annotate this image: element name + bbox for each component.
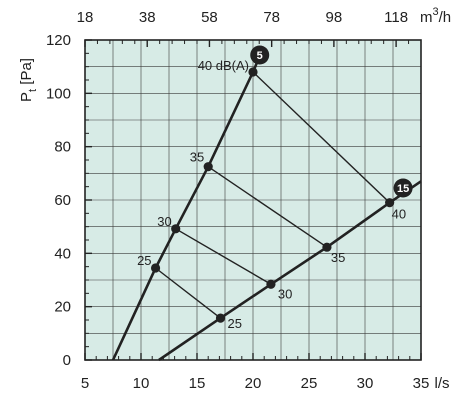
top-tick-label: 118 (384, 9, 408, 26)
top-axis-unit-sup: 3 (433, 6, 439, 18)
top-tick-label: 38 (139, 9, 156, 26)
curve-badge-label: 15 (397, 183, 409, 195)
sound-level-points (150, 67, 395, 323)
x-tick-label: 10 (133, 375, 150, 392)
connector-line (175, 228, 272, 285)
curve-5-point-label: 30 (157, 214, 171, 229)
y-axis-label-base: P (18, 92, 35, 102)
y-axis-label-tail: [Pa] (18, 58, 35, 89)
y-tick-label: 80 (54, 139, 71, 156)
curve-15-point-label: 25 (228, 316, 242, 331)
x-tick-label: 30 (357, 375, 374, 392)
curve-badge-15 (393, 178, 413, 198)
curve-5-point (248, 67, 258, 77)
connector-line (155, 267, 221, 319)
connector-line (207, 166, 328, 248)
sound-level-connectors (155, 71, 391, 319)
y-tick-label: 100 (46, 85, 71, 102)
y-tick-label: 120 (46, 32, 71, 49)
axis-tick-labels: 5 10 15 20 25 30 35 0 20 40 60 80 100 120 18 38 58 78 98 11… (46, 9, 429, 392)
curve-line-15 (158, 180, 422, 362)
top-axis-unit-base: m (420, 9, 433, 26)
x-tick-label: 15 (189, 375, 206, 392)
x-tick-label: 5 (81, 375, 89, 392)
y-tick-label: 60 (54, 192, 71, 209)
y-tick-label: 0 (63, 352, 71, 369)
curve-5-point-label: 35 (190, 150, 204, 165)
curve-badge-label: 5 (257, 50, 263, 62)
curve-15-point (215, 313, 226, 323)
top-axis-unit-tail: /h (439, 9, 452, 26)
y-tick-label: 40 (54, 245, 71, 262)
curve-15-point-label: 35 (331, 250, 345, 265)
connector-line (252, 71, 391, 204)
curve-15-point-label: 30 (278, 286, 292, 301)
top-tick-label: 58 (201, 9, 218, 26)
point-labels: 25 30 35 40 dB(A) 25 30 35 40 (137, 58, 406, 331)
curve-15-point (322, 242, 332, 252)
x-tick-label: 35 (413, 375, 430, 392)
x-tick-label: 25 (301, 375, 318, 392)
y-tick-label: 20 (54, 299, 71, 316)
top-tick-label: 98 (326, 9, 343, 26)
x-axis-unit-label: l/s (435, 375, 450, 392)
y-axis-label-sub: t (27, 89, 39, 92)
curve-15-point (266, 279, 276, 289)
curve-5-point (171, 224, 181, 234)
curve-15-point (385, 198, 395, 208)
top-axis-unit-label: m3/h (420, 6, 451, 26)
top-tick-label: 78 (263, 9, 280, 26)
curve-5-point-label: 40 dB(A) (198, 58, 249, 73)
grid (84, 40, 422, 360)
curve-5-point-label: 25 (137, 253, 151, 268)
curve-badges: 5 15 (250, 45, 413, 198)
curve-badge-5 (250, 45, 270, 65)
axis-ticks (84, 39, 422, 361)
curve-5-point (150, 263, 161, 273)
x-tick-label: 20 (245, 375, 262, 392)
top-tick-label: 18 (77, 9, 94, 26)
curve-5-point (203, 162, 213, 172)
y-axis-label: Pt [Pa] (18, 58, 39, 102)
curve-15-point-label: 40 (392, 207, 406, 222)
